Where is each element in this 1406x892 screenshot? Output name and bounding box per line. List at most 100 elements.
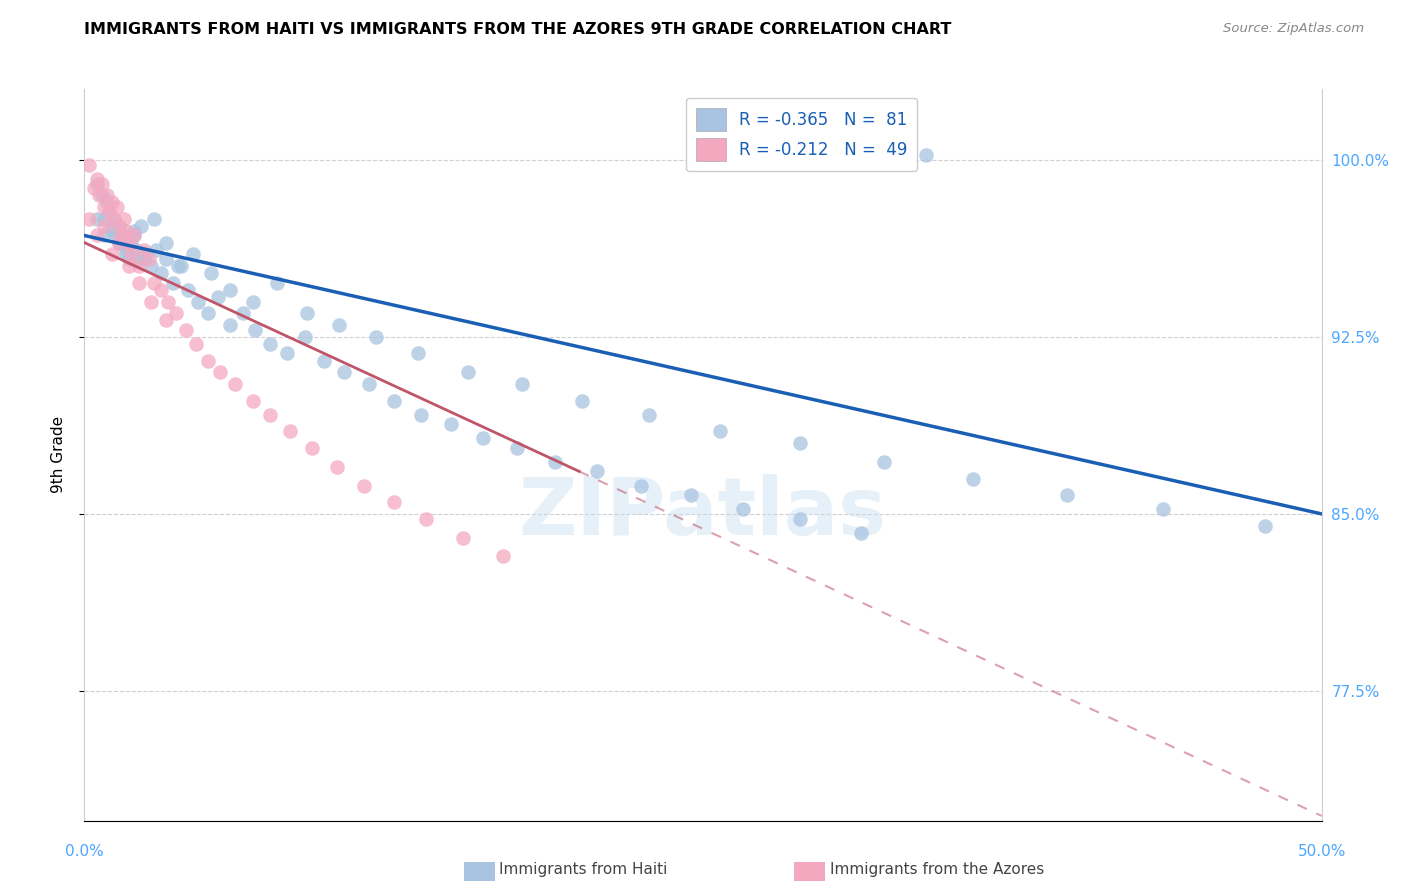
Point bbox=[512, 377, 534, 392]
Point bbox=[295, 306, 318, 320]
Point bbox=[353, 478, 375, 492]
Point bbox=[243, 323, 266, 337]
Point bbox=[96, 188, 118, 202]
Point bbox=[408, 346, 430, 360]
Point bbox=[789, 511, 811, 525]
Point bbox=[731, 502, 754, 516]
Point bbox=[86, 177, 108, 191]
Point bbox=[177, 283, 200, 297]
Point bbox=[167, 259, 190, 273]
Point bbox=[278, 425, 301, 439]
Point bbox=[125, 243, 148, 257]
Point bbox=[259, 408, 281, 422]
Point bbox=[242, 393, 264, 408]
Text: Immigrants from the Azores: Immigrants from the Azores bbox=[830, 863, 1043, 877]
Point bbox=[100, 247, 122, 261]
Point bbox=[110, 235, 132, 250]
Point bbox=[155, 313, 177, 327]
Point bbox=[122, 228, 145, 243]
Point bbox=[543, 455, 565, 469]
Point bbox=[129, 219, 152, 233]
Point bbox=[157, 294, 180, 309]
Point bbox=[326, 459, 349, 474]
Point bbox=[103, 211, 125, 226]
Point bbox=[571, 393, 593, 408]
Point bbox=[187, 294, 209, 309]
Point bbox=[357, 377, 380, 392]
Point bbox=[132, 252, 155, 266]
Point bbox=[90, 177, 112, 191]
Point bbox=[105, 200, 128, 214]
Point bbox=[100, 195, 122, 210]
Text: Immigrants from Haiti: Immigrants from Haiti bbox=[499, 863, 668, 877]
Point bbox=[451, 531, 474, 545]
Point bbox=[86, 228, 108, 243]
Point bbox=[100, 219, 122, 233]
Point bbox=[118, 252, 141, 266]
Point bbox=[150, 266, 173, 280]
Point bbox=[155, 235, 177, 250]
Point bbox=[872, 455, 894, 469]
Point bbox=[200, 266, 222, 280]
Point bbox=[174, 323, 197, 337]
Text: 0.0%: 0.0% bbox=[65, 844, 104, 859]
Text: IMMIGRANTS FROM HAITI VS IMMIGRANTS FROM THE AZORES 9TH GRADE CORRELATION CHART: IMMIGRANTS FROM HAITI VS IMMIGRANTS FROM… bbox=[84, 22, 952, 37]
Point bbox=[197, 353, 219, 368]
Point bbox=[679, 488, 702, 502]
Point bbox=[105, 228, 128, 243]
Point bbox=[83, 181, 105, 195]
Point bbox=[382, 495, 405, 509]
Point bbox=[637, 408, 659, 422]
Point bbox=[115, 247, 138, 261]
Point bbox=[120, 247, 142, 261]
Point bbox=[86, 211, 108, 226]
Point bbox=[86, 172, 108, 186]
Point bbox=[366, 330, 388, 344]
Point bbox=[93, 219, 115, 233]
Point bbox=[118, 259, 141, 273]
Point bbox=[1254, 518, 1277, 533]
Point bbox=[294, 330, 316, 344]
Text: Source: ZipAtlas.com: Source: ZipAtlas.com bbox=[1223, 22, 1364, 36]
Point bbox=[457, 365, 479, 379]
Point bbox=[789, 436, 811, 450]
Point bbox=[266, 276, 288, 290]
Point bbox=[96, 195, 118, 210]
Point bbox=[128, 252, 150, 266]
Point bbox=[165, 306, 187, 320]
Point bbox=[115, 224, 138, 238]
Point bbox=[108, 219, 131, 233]
Point bbox=[108, 235, 131, 250]
Point bbox=[108, 219, 131, 233]
Point bbox=[142, 211, 165, 226]
Point bbox=[209, 365, 232, 379]
Point bbox=[439, 417, 461, 432]
Point bbox=[132, 243, 155, 257]
Point bbox=[471, 431, 494, 445]
Text: ZIPatlas: ZIPatlas bbox=[519, 475, 887, 552]
Point bbox=[491, 549, 513, 564]
Point bbox=[301, 441, 323, 455]
Point bbox=[207, 290, 229, 304]
Point bbox=[128, 259, 150, 273]
Point bbox=[112, 211, 135, 226]
Point bbox=[242, 294, 264, 309]
Point bbox=[93, 228, 115, 243]
Point bbox=[110, 228, 132, 243]
Point bbox=[585, 465, 607, 479]
Point bbox=[328, 318, 350, 333]
Point bbox=[224, 377, 246, 392]
Point bbox=[630, 478, 652, 492]
Point bbox=[79, 211, 101, 226]
Point bbox=[79, 158, 101, 172]
Point bbox=[506, 441, 529, 455]
Point bbox=[181, 247, 204, 261]
Point bbox=[93, 211, 115, 226]
Point bbox=[259, 337, 281, 351]
Point bbox=[162, 276, 184, 290]
Point bbox=[851, 525, 873, 540]
Point bbox=[141, 294, 163, 309]
Point bbox=[93, 200, 115, 214]
Point bbox=[118, 235, 141, 250]
Point bbox=[122, 224, 145, 238]
